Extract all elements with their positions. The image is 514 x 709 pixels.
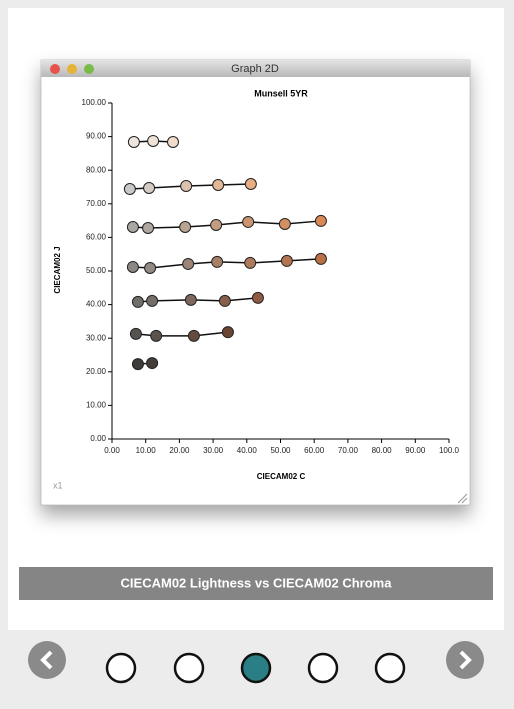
y-tick-label: 30.00 [86, 333, 107, 342]
data-point [131, 358, 144, 371]
x-tick-label: 50.00 [270, 446, 291, 455]
x-tick-label: 60.00 [304, 446, 325, 455]
chart-title: Munsell 5YR [254, 88, 308, 98]
y-tick-label: 50.00 [86, 266, 107, 275]
page-dot[interactable] [374, 652, 406, 684]
data-point [166, 135, 179, 148]
data-point [146, 357, 159, 370]
page-dot[interactable] [173, 652, 205, 684]
data-point [142, 221, 155, 234]
x-tick-label: 100.0 [439, 446, 460, 455]
x-tick-label: 70.00 [338, 446, 359, 455]
data-point [278, 217, 291, 230]
zoom-button[interactable] [84, 64, 94, 74]
caption-bar [19, 567, 493, 600]
resize-grip[interactable] [457, 493, 468, 504]
x-tick-label: 90.00 [405, 446, 426, 455]
data-point [212, 178, 225, 191]
next-button[interactable] [446, 641, 484, 679]
data-point [244, 256, 257, 269]
y-tick-label: 20.00 [86, 367, 107, 376]
data-point [131, 295, 144, 308]
data-point [184, 293, 197, 306]
page-dot[interactable] [105, 652, 137, 684]
x-tick-label: 10.00 [136, 446, 157, 455]
x-tick-label: 20.00 [169, 446, 190, 455]
y-tick-label: 60.00 [86, 233, 107, 242]
x-tick-label: 30.00 [203, 446, 224, 455]
data-point [221, 326, 234, 339]
data-point [143, 182, 156, 195]
data-point [180, 179, 193, 192]
y-tick-label: 0.00 [90, 434, 106, 443]
data-point [251, 291, 264, 304]
data-point [187, 329, 200, 342]
close-button[interactable] [50, 64, 60, 74]
caption: CIECAM02 Lightness vs CIECAM02 Chroma [121, 575, 393, 590]
y-tick-label: 40.00 [86, 300, 107, 309]
data-point [218, 294, 231, 307]
y-axis-label: CIECAM02 J [53, 246, 62, 293]
data-point [314, 252, 327, 265]
data-point [126, 220, 139, 233]
x-tick-label: 40.00 [237, 446, 258, 455]
data-point [242, 215, 255, 228]
data-point [210, 218, 223, 231]
page-dot[interactable] [307, 652, 339, 684]
data-point [144, 261, 157, 274]
x-tick-label: 0.00 [104, 446, 120, 455]
data-point [146, 294, 159, 307]
data-point [280, 254, 293, 267]
data-point [211, 255, 224, 268]
prev-icon [40, 650, 53, 670]
next-icon [459, 650, 472, 670]
x-axis-label: CIECAM02 C [257, 472, 306, 481]
y-tick-label: 90.00 [86, 132, 107, 141]
data-point [127, 135, 140, 148]
data-point [314, 214, 327, 227]
y-tick-label: 100.00 [82, 98, 107, 107]
data-point [244, 177, 257, 190]
data-point [147, 134, 160, 147]
x-tick-label: 80.00 [372, 446, 393, 455]
corner-label: x1 [53, 480, 63, 490]
data-point [129, 327, 142, 340]
title-bar [41, 60, 470, 77]
data-point [179, 220, 192, 233]
y-tick-label: 10.00 [86, 401, 107, 410]
window-title: Graph 2D [231, 63, 279, 75]
data-point [126, 260, 139, 273]
page-dot-active[interactable] [240, 652, 272, 684]
minimize-button[interactable] [67, 64, 77, 74]
prev-button[interactable] [28, 641, 66, 679]
y-tick-label: 70.00 [86, 199, 107, 208]
series-line [135, 331, 229, 337]
y-tick-label: 80.00 [86, 165, 107, 174]
data-point [182, 257, 195, 270]
data-point [150, 329, 163, 342]
data-point [123, 183, 136, 196]
